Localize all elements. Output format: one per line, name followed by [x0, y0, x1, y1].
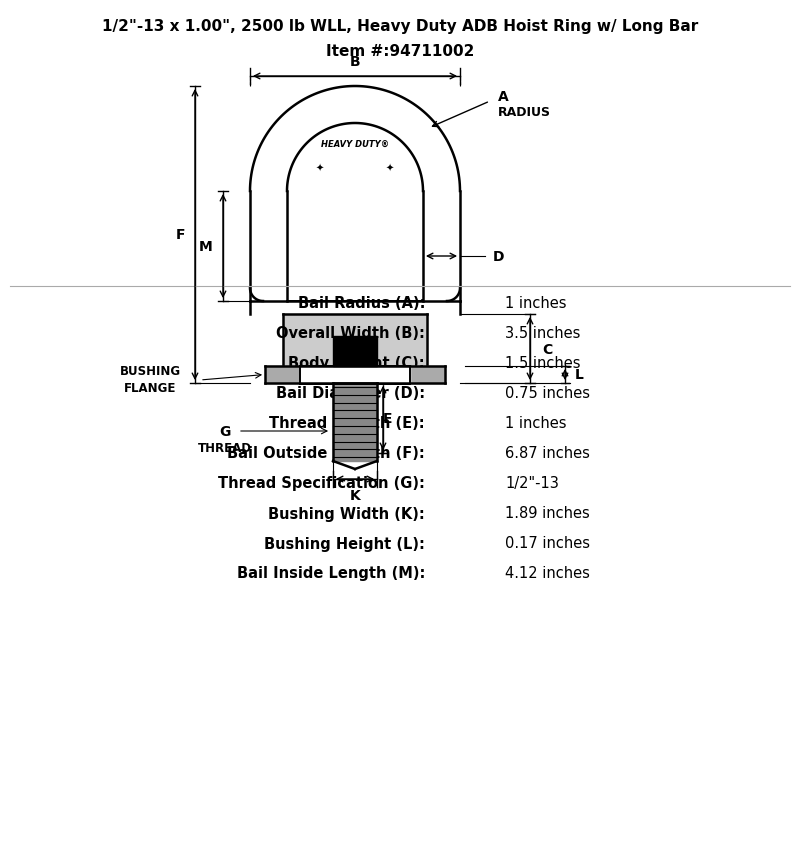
Text: 3.5 inches: 3.5 inches [505, 326, 580, 341]
Text: Bushing Height (L):: Bushing Height (L): [264, 536, 425, 551]
Text: RADIUS: RADIUS [498, 105, 551, 118]
Bar [333, 383, 377, 461]
Text: M: M [199, 239, 213, 254]
Text: HEAVY DUTY®: HEAVY DUTY® [321, 139, 389, 149]
Text: 1/2"-13 x 1.00", 2500 lb WLL, Heavy Duty ADB Hoist Ring w/ Long Bar: 1/2"-13 x 1.00", 2500 lb WLL, Heavy Duty… [102, 20, 698, 34]
Text: BUSHING: BUSHING [119, 365, 181, 378]
Text: C: C [542, 342, 552, 356]
Bar [283, 314, 427, 367]
Text: 1.89 inches: 1.89 inches [505, 506, 590, 521]
Text: 6.87 inches: 6.87 inches [505, 446, 590, 461]
Text: Bail Radius (A):: Bail Radius (A): [298, 296, 425, 311]
Bar [265, 367, 445, 383]
Text: Bushing Width (K):: Bushing Width (K): [268, 506, 425, 521]
Text: A: A [498, 90, 509, 104]
Text: FLANGE: FLANGE [124, 382, 176, 395]
Text: D: D [493, 250, 505, 263]
Text: Bail Outside Length (F):: Bail Outside Length (F): [227, 446, 425, 461]
Text: Thread Specification (G):: Thread Specification (G): [218, 476, 425, 491]
Text: ✦: ✦ [386, 163, 394, 173]
Text: 4.12 inches: 4.12 inches [505, 566, 590, 581]
Text: K: K [350, 488, 360, 503]
Text: E: E [383, 412, 393, 425]
Text: Item #:94711002: Item #:94711002 [326, 45, 474, 59]
Bar [333, 337, 377, 367]
Text: 1.5 inches: 1.5 inches [505, 356, 581, 371]
Text: 0.75 inches: 0.75 inches [505, 386, 590, 401]
Text: Overall Width (B):: Overall Width (B): [276, 326, 425, 341]
Text: Thread Length (E):: Thread Length (E): [270, 416, 425, 431]
Text: Bail Diameter (D):: Bail Diameter (D): [276, 386, 425, 401]
Text: Bail Inside Length (M):: Bail Inside Length (M): [237, 566, 425, 581]
Text: ✦: ✦ [316, 163, 324, 173]
Text: 1 inches: 1 inches [505, 416, 566, 431]
Text: F: F [175, 228, 185, 242]
Text: 1/2"-13: 1/2"-13 [505, 476, 559, 491]
Text: THREAD: THREAD [198, 442, 252, 455]
Text: G: G [219, 424, 230, 438]
Text: L: L [575, 368, 584, 382]
Text: 1 inches: 1 inches [505, 296, 566, 311]
Text: 0.17 inches: 0.17 inches [505, 536, 590, 551]
Bar [300, 367, 410, 385]
Text: B: B [350, 55, 360, 69]
Text: Body Height (C):: Body Height (C): [288, 356, 425, 371]
